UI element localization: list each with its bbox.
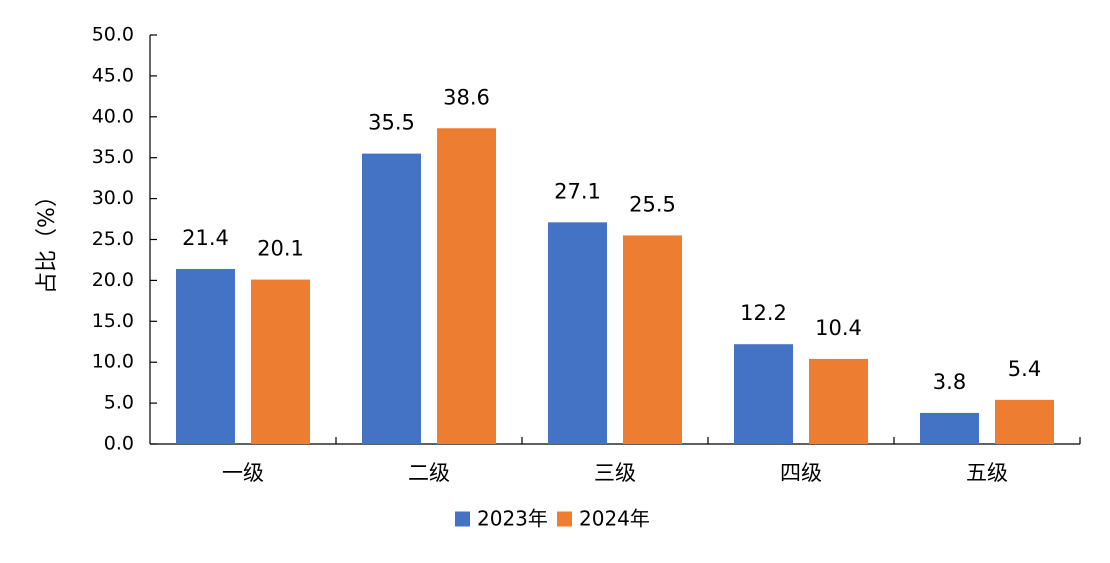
- x-category-label: 四级: [780, 461, 822, 485]
- data-label: 35.5: [368, 111, 415, 135]
- category-labels: 一级 二级 三级 四级 五级: [222, 437, 1081, 485]
- y-tick-label: 10.0: [92, 351, 134, 373]
- x-category-label: 二级: [408, 461, 450, 485]
- y-tick-label: 45.0: [92, 64, 134, 86]
- data-label: 27.1: [554, 179, 601, 203]
- y-tick-label: 30.0: [92, 187, 134, 209]
- bar-2024年-一级: [251, 279, 310, 444]
- bar-2023年-二级: [362, 153, 421, 445]
- y-tick-label: 20.0: [92, 269, 134, 291]
- x-category-label: 一级: [222, 461, 264, 485]
- data-label: 38.6: [443, 85, 490, 109]
- data-label: 25.5: [629, 192, 676, 216]
- bar-2023年-三级: [548, 222, 607, 444]
- data-labels: 21.4 20.1 35.5 38.6 27.1 25.5 12.2 10.4 3.8 5.4: [182, 85, 1041, 394]
- y-tick-label: 35.0: [92, 146, 134, 168]
- data-label: 5.4: [1008, 357, 1041, 381]
- y-tick-label: 0.0: [104, 433, 134, 455]
- bar-2023年-一级: [176, 268, 235, 444]
- legend-label: 2023年: [477, 507, 548, 531]
- data-label: 21.4: [182, 226, 229, 250]
- x-category-label: 三级: [594, 461, 636, 485]
- bar-2023年-五级: [920, 412, 979, 444]
- y-tick-label: 5.0: [104, 392, 134, 414]
- data-label: 20.1: [257, 237, 304, 261]
- legend-swatch: [557, 511, 572, 527]
- legend-label: 2024年: [579, 507, 650, 531]
- legend: 2023年 2024年: [455, 507, 650, 531]
- y-axis-title: 占比（%）: [35, 185, 60, 294]
- data-label: 10.4: [815, 316, 862, 340]
- y-tick-label: 15.0: [92, 310, 134, 332]
- data-label: 12.2: [740, 301, 787, 325]
- bar-2024年-二级: [437, 128, 496, 444]
- data-label: 3.8: [933, 370, 966, 394]
- bar-2024年-五级: [995, 399, 1054, 444]
- bars: [176, 128, 1054, 445]
- y-tick-label: 40.0: [92, 105, 134, 127]
- x-category-label: 五级: [966, 461, 1008, 485]
- y-tick-label: 25.0: [92, 228, 134, 250]
- bar-2023年-四级: [734, 344, 793, 444]
- bar-2024年-三级: [623, 235, 682, 444]
- y-tick-label: 50.0: [92, 24, 134, 46]
- legend-swatch: [455, 511, 470, 527]
- y-ticks: 0.0 5.0 10.0 15.0 20.0 25.0 30.0 35.0 40.0 45.0 50…: [92, 24, 157, 455]
- bar-2024年-四级: [809, 358, 868, 444]
